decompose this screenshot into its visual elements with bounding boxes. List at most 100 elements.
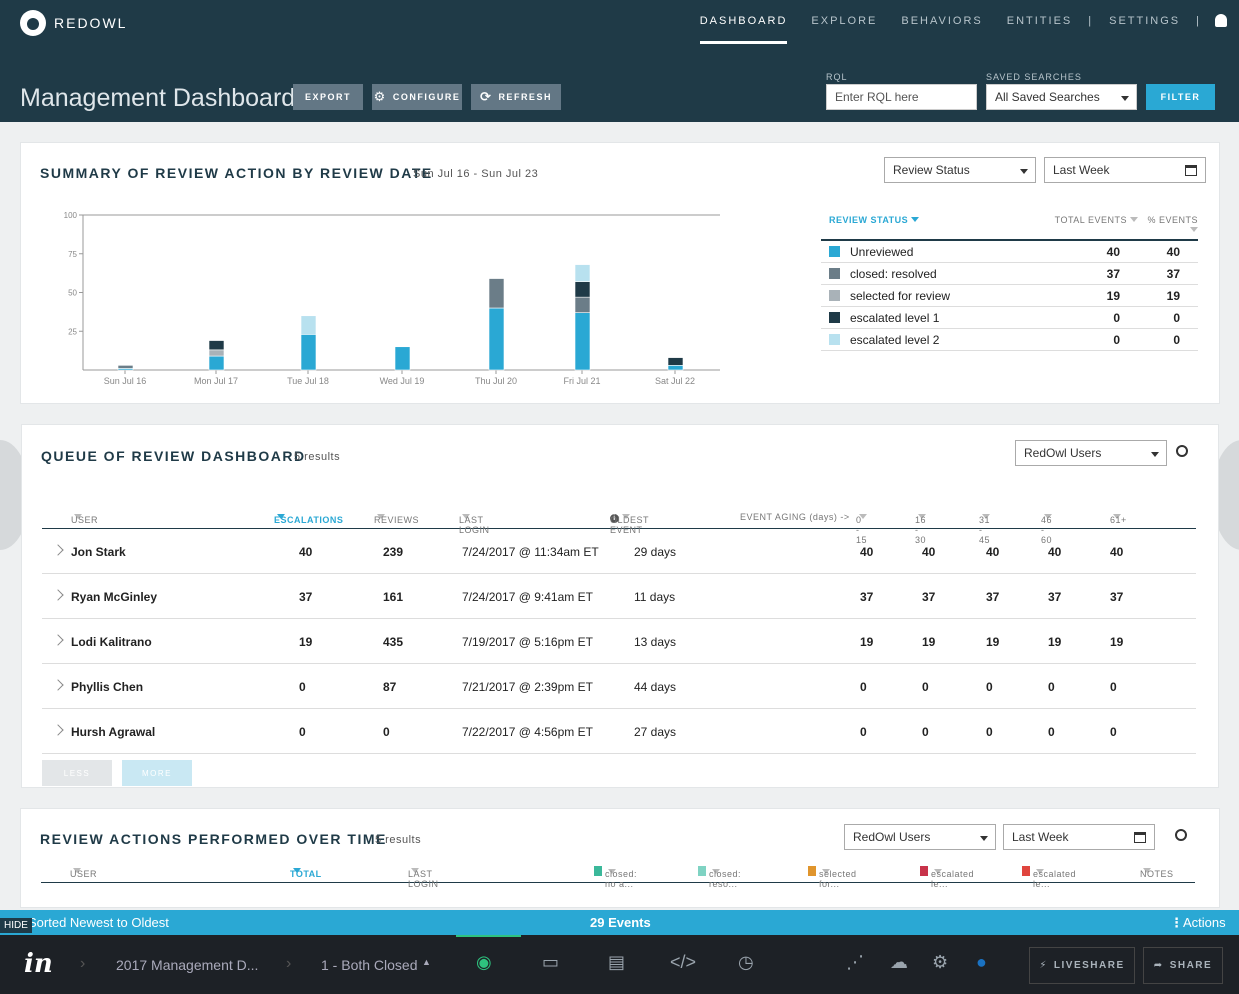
col-oldest-event[interactable]: OLDEST EVENT i <box>610 512 648 535</box>
actions-col-header[interactable]: LAST LOGIN <box>408 866 438 889</box>
configure-button[interactable]: ⚙ CONFIGURE <box>372 84 462 110</box>
chevron-right-icon[interactable] <box>52 724 64 736</box>
search-icon[interactable] <box>1175 829 1187 841</box>
legend-total: 37 <box>1106 266 1120 281</box>
project-name[interactable]: 2017 Management D... <box>116 957 259 973</box>
status-legend-table: REVIEW STATUS TOTAL EVENTS % EVENTS Unre… <box>821 215 1198 351</box>
liveshare-button[interactable]: ⚡ LIVESHARE <box>1029 947 1135 984</box>
legend-header-total[interactable]: TOTAL EVENTS <box>1038 215 1138 235</box>
nav-entities[interactable]: ENTITIES <box>1006 14 1073 27</box>
legend-swatch <box>829 334 840 345</box>
col-31-45[interactable]: 31 - 45 <box>979 512 990 545</box>
actions-col-header[interactable]: TOTAL <box>290 866 321 879</box>
export-button[interactable]: EXPORT <box>293 84 363 110</box>
comment-icon[interactable]: ▤ <box>608 952 626 972</box>
code-icon[interactable]: </> <box>670 952 697 972</box>
col-user[interactable]: USER <box>71 512 98 525</box>
table-row[interactable]: Ryan McGinley 37 161 7/24/2017 @ 9:41am … <box>42 574 1196 619</box>
actions-menu[interactable]: ⋮Actions <box>1170 915 1226 931</box>
y-tick-label: 100 <box>64 211 78 220</box>
status-dot-icon[interactable]: ● <box>976 952 987 972</box>
y-tick-label: 50 <box>68 289 77 298</box>
col-16-30[interactable]: 16 - 30 <box>915 512 926 545</box>
legend-header-pct[interactable]: % EVENTS <box>1138 215 1198 235</box>
legend-header-status[interactable]: REVIEW STATUS <box>821 215 1038 235</box>
row-escalations: 0 <box>299 725 306 739</box>
row-user[interactable]: Jon Stark <box>71 545 126 559</box>
col-reviews[interactable]: REVIEWS <box>374 512 419 525</box>
actions-col-header[interactable]: closed: reso... <box>698 866 741 889</box>
legend-pct: 0 <box>1173 332 1180 347</box>
col-0-15-label: 0 - 15 <box>856 515 868 545</box>
actions-period-select[interactable]: Last Week <box>1003 824 1155 850</box>
bar-segment <box>667 365 684 371</box>
actions-col-header[interactable]: USER <box>70 866 97 879</box>
chevron-right-icon[interactable] <box>52 634 64 646</box>
refresh-button[interactable]: ⟳ REFRESH <box>471 84 561 110</box>
col-0-15[interactable]: 0 - 15 <box>856 512 867 545</box>
more-button[interactable]: MORE <box>122 760 192 786</box>
table-row[interactable]: Phyllis Chen 0 87 7/21/2017 @ 2:39pm ET … <box>42 664 1196 709</box>
search-icon[interactable] <box>1176 445 1188 457</box>
actions-col-header[interactable]: escalated le... <box>1022 866 1076 889</box>
row-last-login: 7/24/2017 @ 9:41am ET <box>462 590 593 604</box>
row-aging-46-60: 0 <box>1048 680 1055 694</box>
nav-settings[interactable]: SETTINGS <box>1109 14 1181 27</box>
less-button[interactable]: LESS <box>42 760 112 786</box>
actions-col-header[interactable]: NOTES <box>1140 866 1173 879</box>
actions-col-label: closed: no a... <box>605 869 638 889</box>
actions-col-header[interactable]: selected for... <box>808 866 856 889</box>
row-aging-46-60: 37 <box>1048 590 1062 604</box>
invision-logo[interactable]: in <box>24 949 53 979</box>
chevron-up-icon[interactable]: ▲ <box>422 957 431 967</box>
history-clock-icon[interactable]: ◷ <box>738 952 754 972</box>
share-nodes-icon[interactable]: ⋰ <box>846 952 864 972</box>
row-user[interactable]: Ryan McGinley <box>71 590 158 604</box>
filter-button[interactable]: FILTER <box>1146 84 1215 110</box>
share-button[interactable]: ➦ SHARE <box>1143 947 1223 984</box>
actions-users-select[interactable]: RedOwl Users <box>844 824 996 850</box>
queue-table-header: USER ESCALATIONS REVIEWS LAST LOGIN OLDE… <box>42 509 1196 545</box>
x-tick-label: Thu Jul 20 <box>475 376 517 386</box>
table-row[interactable]: Jon Stark 40 239 7/24/2017 @ 11:34am ET … <box>42 529 1196 574</box>
table-row[interactable]: Lodi Kalitrano 19 435 7/19/2017 @ 5:16pm… <box>42 619 1196 664</box>
comment-select-icon[interactable]: ▭ <box>542 952 560 972</box>
row-user[interactable]: Lodi Kalitrano <box>71 635 152 649</box>
actions-col-header[interactable]: closed: no a... <box>594 866 637 889</box>
col-46-60[interactable]: 46 - 60 <box>1041 512 1052 545</box>
table-row[interactable]: Hursh Agrawal 0 0 7/22/2017 @ 4:56pm ET … <box>42 709 1196 754</box>
hide-button[interactable]: HIDE <box>0 918 32 933</box>
settings-gear-icon[interactable]: ⚙ <box>932 952 949 972</box>
sort-order[interactable]: Sorted Newest to Oldest <box>28 915 169 930</box>
col-escalations[interactable]: ESCALATIONS <box>274 512 343 525</box>
actions-count: 5 results <box>375 834 422 846</box>
row-user[interactable]: Phyllis Chen <box>71 680 144 694</box>
rql-input[interactable]: Enter RQL here <box>826 84 977 110</box>
brand-logo[interactable]: REDOWL <box>20 10 127 36</box>
preview-eye-icon[interactable]: ◉ <box>476 952 492 972</box>
screen-name[interactable]: 1 - Both Closed <box>321 957 418 973</box>
actions-col-header[interactable]: escalated le... <box>920 866 974 889</box>
period-select[interactable]: Last Week <box>1044 157 1206 183</box>
nav-explore[interactable]: EXPLORE <box>811 14 878 27</box>
nav-dashboard[interactable]: DASHBOARD <box>699 14 788 44</box>
row-user[interactable]: Hursh Agrawal <box>71 725 156 739</box>
nav-behaviors[interactable]: BEHAVIORS <box>901 14 983 27</box>
chevron-right-icon[interactable] <box>52 679 64 691</box>
flag-icon <box>808 866 816 876</box>
col-event-aging: EVENT AGING (days) -> <box>740 512 850 522</box>
row-aging-61-plus: 40 <box>1110 545 1124 559</box>
review-status-select[interactable]: Review Status <box>884 157 1036 183</box>
col-last-login[interactable]: LAST LOGIN <box>459 512 489 535</box>
chevron-right-icon[interactable] <box>52 544 64 556</box>
cloud-icon[interactable]: ☁ <box>890 952 908 972</box>
row-last-login: 7/22/2017 @ 4:56pm ET <box>462 725 593 739</box>
bell-icon[interactable] <box>1215 14 1227 27</box>
col-last-login-label: LAST LOGIN <box>459 515 490 535</box>
saved-searches-select[interactable]: All Saved Searches <box>986 84 1137 110</box>
chevron-right-icon[interactable] <box>52 589 64 601</box>
sort-down-icon <box>277 514 285 519</box>
col-escalations-label: ESCALATIONS <box>274 515 344 525</box>
queue-users-select[interactable]: RedOwl Users <box>1015 440 1167 466</box>
col-61-plus[interactable]: 61+ <box>1110 512 1126 525</box>
